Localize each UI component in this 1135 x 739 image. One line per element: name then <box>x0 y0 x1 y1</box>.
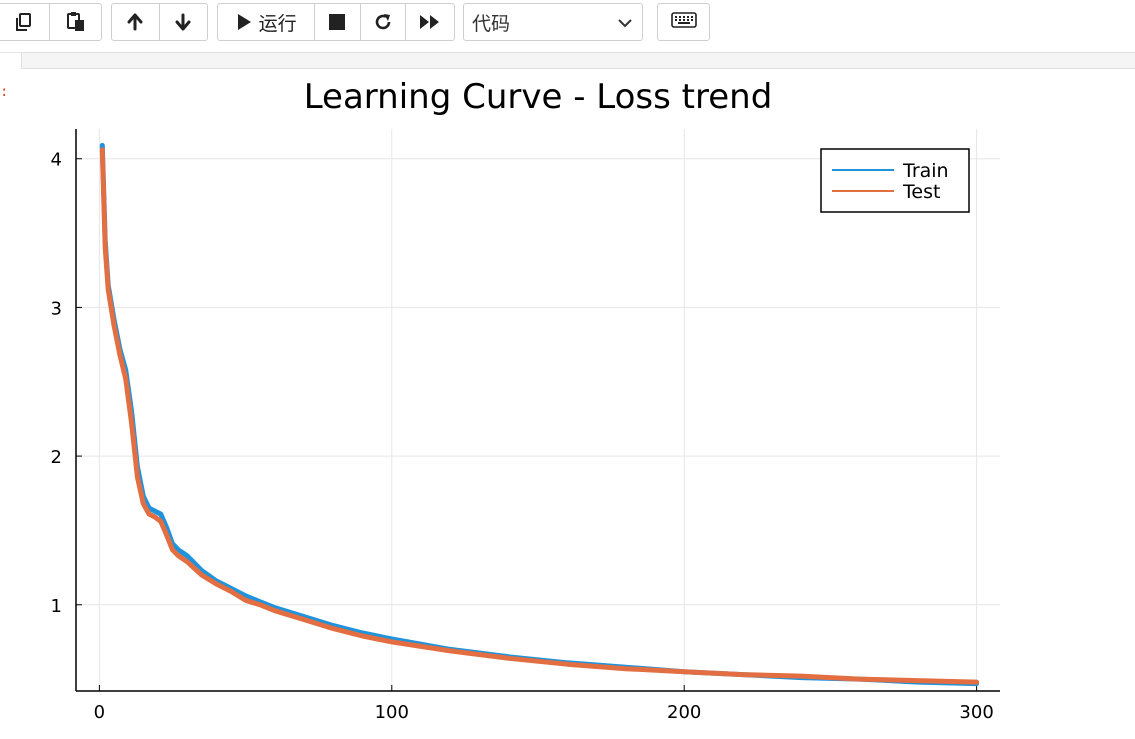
y-tick-label: 2 <box>51 447 62 468</box>
command-palette-button[interactable] <box>657 3 710 41</box>
play-icon <box>236 13 252 31</box>
arrow-down-icon <box>173 12 193 32</box>
legend-label-test: Test <box>902 181 940 203</box>
legend-box <box>820 148 970 213</box>
run-button[interactable]: 运行 <box>218 4 316 40</box>
move-button-group <box>111 3 208 41</box>
restart-button[interactable] <box>361 4 407 40</box>
stop-icon <box>328 13 346 31</box>
paste-cells-button[interactable] <box>50 4 101 40</box>
series-line-train <box>99 142 980 687</box>
series-line-test <box>99 147 980 685</box>
y-tick-label: 3 <box>51 298 62 319</box>
x-tick-label: 300 <box>959 702 993 723</box>
chevron-down-icon <box>616 14 634 37</box>
y-tick-label: 4 <box>51 150 62 171</box>
restart-icon <box>373 12 393 32</box>
arrow-up-icon <box>125 12 145 32</box>
move-down-button[interactable] <box>160 4 208 40</box>
y-tick-label: 1 <box>51 596 62 617</box>
x-tick-label: 100 <box>375 702 409 723</box>
paste-icon <box>65 11 87 33</box>
clipboard-button-group <box>0 3 102 41</box>
fast-forward-icon <box>419 13 441 31</box>
run-button-group: 运行 <box>217 3 455 41</box>
legend-label-train: Train <box>902 160 949 182</box>
notebook-toolbar: 运行 代码 <box>0 0 1135 53</box>
x-tick-label: 200 <box>667 702 701 723</box>
move-up-button[interactable] <box>112 4 160 40</box>
copy-icon <box>13 11 35 33</box>
cell-input-area[interactable] <box>21 52 1135 69</box>
run-button-label: 运行 <box>258 12 297 35</box>
interrupt-button[interactable] <box>315 4 361 40</box>
grid-lines <box>76 129 1000 691</box>
run-all-button[interactable] <box>406 4 454 40</box>
output-prompt: : <box>0 84 9 100</box>
axis-ticks: 0 100 200 300 1 2 3 4 <box>51 150 994 723</box>
cell-type-select[interactable]: 代码 <box>463 3 643 41</box>
x-tick-label: 0 <box>94 702 105 723</box>
cell-type-value: 代码 <box>472 12 511 35</box>
chart-title: Learning Curve - Loss trend <box>304 77 773 117</box>
series-lines <box>99 142 980 687</box>
keyboard-icon <box>670 12 697 32</box>
legend: Train Test <box>820 148 970 213</box>
copy-cells-button[interactable] <box>0 4 50 40</box>
